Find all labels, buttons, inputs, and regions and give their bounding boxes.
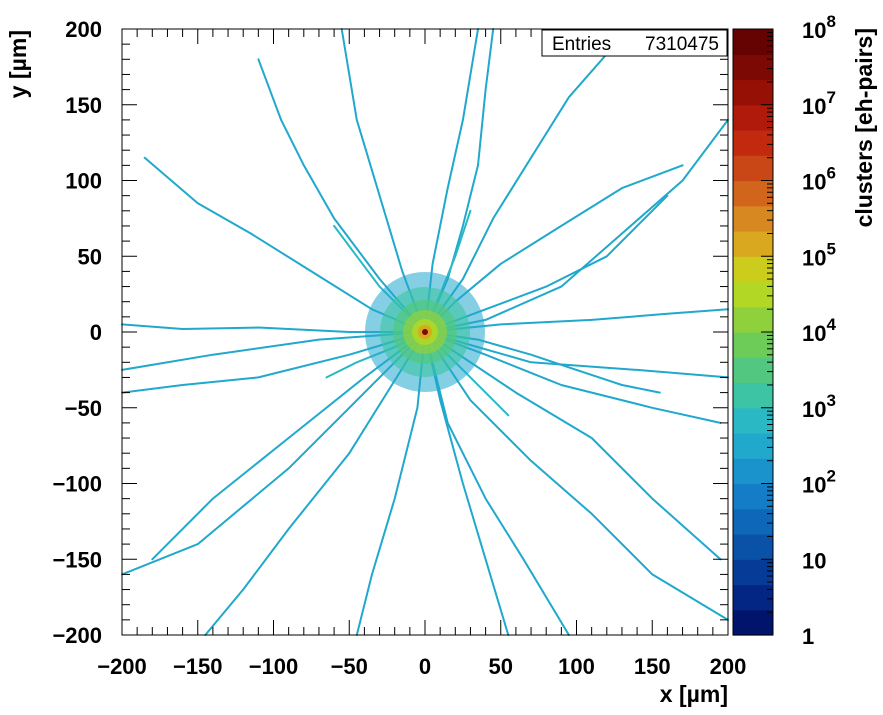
color-palette: [733, 29, 773, 636]
palette-swatch: [733, 205, 773, 232]
palette-swatch: [733, 54, 773, 81]
x-tick-label: 100: [558, 654, 595, 679]
z-tick-label-exponent: 6: [826, 164, 835, 183]
x-tick-label: −50: [331, 654, 368, 679]
z-tick-label: 105: [802, 239, 836, 270]
z-tick-label: 106: [802, 164, 836, 195]
palette-swatch: [733, 458, 773, 485]
z-tick-label-exponent: 4: [826, 315, 836, 334]
palette-swatch: [733, 180, 773, 207]
stats-box-frame: [541, 29, 728, 57]
palette-swatch: [733, 155, 773, 182]
y-tick-label: −50: [65, 396, 102, 421]
palette-swatch: [733, 407, 773, 434]
palette-swatch: [733, 231, 773, 257]
track-4: [424, 331, 729, 621]
palette-swatch: [733, 281, 773, 308]
stats-entries-value: 7310475: [645, 34, 719, 55]
track-3: [424, 331, 722, 561]
y-tick-label: −200: [52, 623, 102, 648]
z-tick-label: 103: [802, 391, 836, 422]
x-tick-label: −100: [249, 654, 299, 679]
z-tick-label-exponent: 7: [826, 88, 835, 107]
z-tick-label-base: 10: [802, 397, 826, 422]
palette-swatch: [733, 382, 773, 409]
palette-swatch: [733, 104, 773, 131]
x-axis-tick-labels: −200 −150 −100 −50 0 50 100 150 200: [97, 654, 746, 679]
x-tick-label: 50: [489, 654, 513, 679]
palette-swatch: [733, 609, 773, 636]
palette-swatch: [733, 357, 773, 384]
heatmap-layer: [121, 28, 729, 636]
z-tick-label-exponent: 8: [826, 12, 835, 31]
y-tick-label: −100: [52, 472, 102, 497]
z-tick-label: 104: [802, 315, 836, 346]
y-tick-label: 200: [65, 17, 102, 42]
z-tick-label-base: 10: [802, 18, 826, 43]
y-axis-ticks: [122, 28, 728, 636]
palette-swatch: [733, 256, 773, 283]
palette-swatch: [733, 306, 773, 333]
palette-swatch: [733, 130, 773, 156]
z-tick-label-base: 10: [802, 473, 826, 498]
palette-swatch: [733, 332, 773, 358]
palette-swatch: [733, 29, 773, 55]
y-axis-title: y [µm]: [5, 30, 31, 98]
z-tick-label: 102: [802, 467, 836, 498]
z-tick-label-exponent: 5: [826, 239, 835, 258]
z-axis-title: clusters [eh-pairs]: [851, 28, 877, 227]
stats-box: Entries 7310475: [541, 29, 728, 57]
y-tick-label: 100: [65, 169, 102, 194]
palette-swatch: [733, 508, 773, 535]
palette-swatch: [733, 534, 773, 560]
stats-entries-label: Entries: [552, 34, 611, 55]
z-tick-label: 107: [802, 88, 836, 119]
palette-swatch: [733, 483, 773, 510]
z-tick-label-base: 10: [802, 245, 826, 270]
z-tick-label: 108: [802, 12, 836, 43]
palette-swatch: [733, 433, 773, 459]
core-ring-6: [422, 329, 428, 335]
z-tick-label-base: 10: [802, 548, 826, 573]
z-tick-label: 1: [802, 624, 814, 649]
z-tick-label-base: 10: [802, 170, 826, 195]
x-axis-title: x [µm]: [660, 681, 728, 707]
x-tick-label: 200: [710, 654, 747, 679]
palette-swatch: [733, 79, 773, 106]
y-tick-label: −150: [52, 547, 102, 572]
z-tick-label-base: 1: [802, 624, 814, 649]
x-tick-label: −200: [97, 654, 147, 679]
palette-axis-ticks: [761, 28, 773, 636]
z-tick-label-exponent: 2: [826, 467, 835, 486]
y-tick-label: 50: [78, 244, 102, 269]
x-tick-label: 0: [419, 654, 431, 679]
z-tick-label-base: 10: [802, 321, 826, 346]
y-axis-tick-labels: −200 −150 −100 −50 0 50 100 150 200: [52, 17, 102, 648]
z-tick-label: 10: [802, 548, 826, 573]
y-tick-label: 0: [90, 320, 102, 345]
palette-swatch: [733, 559, 773, 586]
z-tick-label-exponent: 3: [826, 391, 835, 410]
track-5: [424, 331, 570, 636]
palette-swatch: [733, 584, 773, 611]
x-tick-label: −150: [173, 654, 223, 679]
y-tick-label: 150: [65, 93, 102, 118]
x-tick-label: 150: [634, 654, 671, 679]
z-tick-label-base: 10: [802, 94, 826, 119]
